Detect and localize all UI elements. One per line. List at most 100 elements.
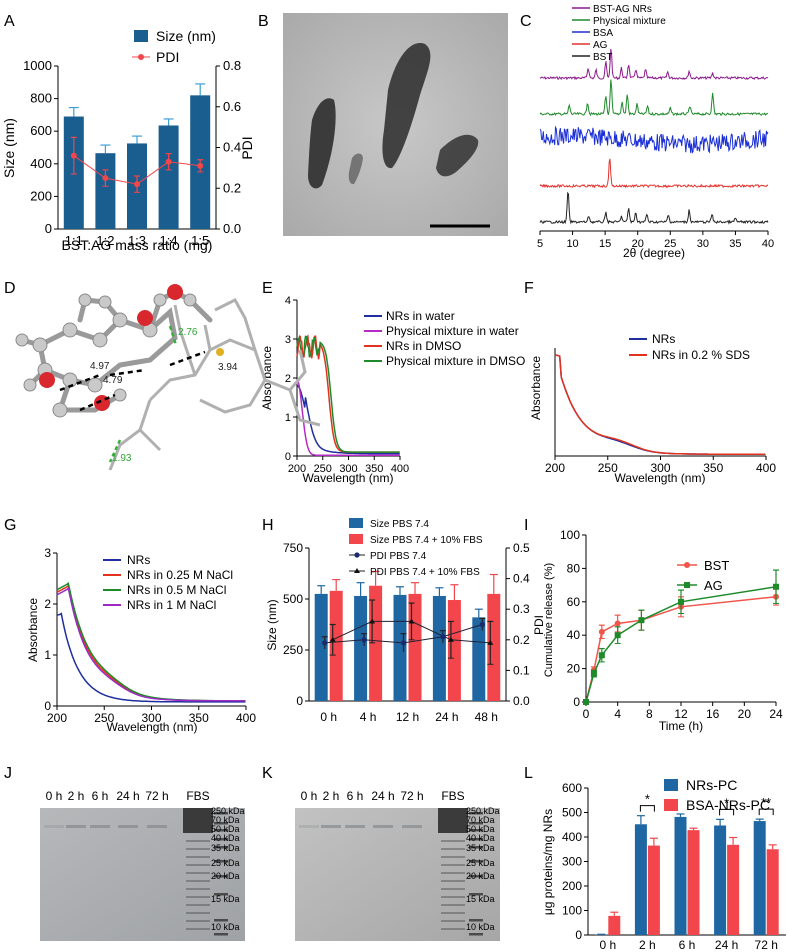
legend-label: PDI PBS 7.4 + 10% FBS xyxy=(370,567,480,578)
y-tick-label: 200 xyxy=(562,879,582,893)
legend-label: BST xyxy=(704,558,729,573)
x-tick-label: 25 xyxy=(664,238,676,250)
pdi-point xyxy=(197,162,204,169)
x-tick-label: 300 xyxy=(650,461,670,475)
gel-band-fbs xyxy=(186,872,210,874)
x-tick-label: 5 xyxy=(537,238,543,250)
legend-marker xyxy=(354,568,360,573)
bar-protein xyxy=(727,844,740,935)
x-axis-label: Wavelength (nm) xyxy=(107,720,198,734)
gel-band-fbs xyxy=(441,856,465,858)
legend-swatch-size xyxy=(134,30,148,42)
x-tick-label: 12 h xyxy=(396,710,419,724)
y-tick-label: 0 xyxy=(285,451,291,463)
marker-band xyxy=(214,846,228,849)
x-tick-label: 48 h xyxy=(475,710,498,724)
bar-size xyxy=(158,125,179,229)
lane-label: 0 h xyxy=(46,789,63,803)
x-tick-label: 1:2 xyxy=(96,233,114,248)
y-tick-label: 1000 xyxy=(23,58,52,73)
pdi-point xyxy=(165,158,172,165)
legend-label: NRs in 0.25 M NaCl xyxy=(127,568,233,582)
marker-label: 20 kDa xyxy=(211,871,240,881)
legend-label: Size PBS 7.4 + 10% FBS xyxy=(370,535,483,546)
bar-protein xyxy=(687,830,700,935)
y-axis-label: μg proteins/mg NRs xyxy=(541,809,555,915)
y-axis-label: Absorbance xyxy=(260,346,274,410)
y-axis-label: Size (nm) xyxy=(265,599,279,650)
panel-label-c: C xyxy=(520,13,532,30)
legend-marker xyxy=(684,582,690,588)
gel-band xyxy=(90,825,110,828)
x-tick-label: 30 xyxy=(697,238,709,250)
y2-tick-label: 0.1 xyxy=(513,663,530,677)
lane-label: 0 h xyxy=(301,789,318,803)
legend-label: Physical mixture in DMSO xyxy=(386,354,525,368)
pdi-point-fbs xyxy=(408,618,415,624)
legend-label: BSA-NRs-PC xyxy=(686,797,770,813)
gel-band-fbs xyxy=(441,840,465,842)
y2-tick-label: 0.4 xyxy=(223,140,241,155)
legend-label: Size PBS 7.4 xyxy=(370,519,429,530)
legend-label: NRs xyxy=(652,332,675,346)
y-tick-label: 750 xyxy=(283,541,303,555)
gel-band-fbs xyxy=(441,920,465,922)
molecule-docking: 2.76 3.94 4.97 4.79 1.93 xyxy=(15,284,321,471)
gel-band-fbs xyxy=(186,928,210,930)
gel-band-fbs xyxy=(186,880,210,882)
x-tick-label: 350 xyxy=(189,711,209,725)
release-point xyxy=(614,620,621,627)
gel-band-fbs xyxy=(441,848,465,850)
distance-label-1: 2.76 xyxy=(178,327,198,338)
y-axis-label: Size (nm) xyxy=(1,118,17,178)
x-tick-label: 20 xyxy=(738,707,752,721)
x-tick-label: 300 xyxy=(339,463,357,475)
marker-band xyxy=(214,822,228,825)
marker-label: 250 kDa xyxy=(466,806,500,816)
bar-protein xyxy=(714,825,727,935)
pdi-point-pbs xyxy=(440,634,446,640)
nanorod-4 xyxy=(348,153,363,185)
y-tick-label: 500 xyxy=(283,592,303,606)
marker-band xyxy=(469,933,483,936)
legend-swatch xyxy=(664,779,678,791)
x-tick-label: 12 xyxy=(674,707,688,721)
x-tick-label: 1:5 xyxy=(191,233,209,248)
significance-label: ** xyxy=(761,795,771,810)
y-tick-label: 200 xyxy=(30,188,52,203)
chart-f-absorbance-sds: 200 250 300 350 400 Absorbance Wavelength (nm)… xyxy=(529,332,776,485)
legend-label: NRs in DMSO xyxy=(386,339,461,353)
x-tick-label: 1:1 xyxy=(65,233,83,248)
gel-band-fbs xyxy=(186,888,210,890)
marker-label: 40 kDa xyxy=(211,833,240,843)
release-point xyxy=(678,598,684,605)
bar-protein xyxy=(647,845,660,935)
bar-size xyxy=(432,595,446,701)
y-tick-label: 0 xyxy=(573,695,580,709)
tem-image xyxy=(283,13,508,236)
marker-label: 40 kDa xyxy=(466,833,495,843)
y-tick-label: 600 xyxy=(562,781,582,795)
x-tick-label: 350 xyxy=(703,461,723,475)
y-tick-label: 20 xyxy=(567,662,581,676)
panel-label-e: E xyxy=(262,280,273,297)
x-tick-label: 15 xyxy=(599,238,611,250)
x-tick-label: 10 xyxy=(566,238,578,250)
x-tick-label: 4 h xyxy=(360,710,377,724)
absorbance-curve xyxy=(554,354,766,456)
panel-label-g: G xyxy=(4,517,16,534)
molecule-atoms xyxy=(15,293,197,418)
marker-label: 70 kDa xyxy=(466,815,495,825)
chart-c-xrd: 5 10 15 20 25 30 35 40 2θ (degree) BST-AG NRsPhys… xyxy=(537,4,774,260)
legend-label: PDI PBS 7.4 xyxy=(370,551,427,562)
bar-protein xyxy=(634,824,647,935)
gel-band-fbs xyxy=(441,896,465,898)
gel-band-fbs xyxy=(441,904,465,906)
chart-a-size-pdi: 0 200 400 600 800 1000 0.0 0.2 0.4 0.6 0.8 Size (nm… xyxy=(1,28,255,253)
chart-g-absorbance-nacl: 200 250 300 350 400 0 1 2 3 Absorbance Wavelength … xyxy=(26,546,256,734)
gel-band xyxy=(66,825,86,828)
x-tick-label: 24 h xyxy=(715,938,738,952)
lane-label: 2 h xyxy=(323,789,340,803)
